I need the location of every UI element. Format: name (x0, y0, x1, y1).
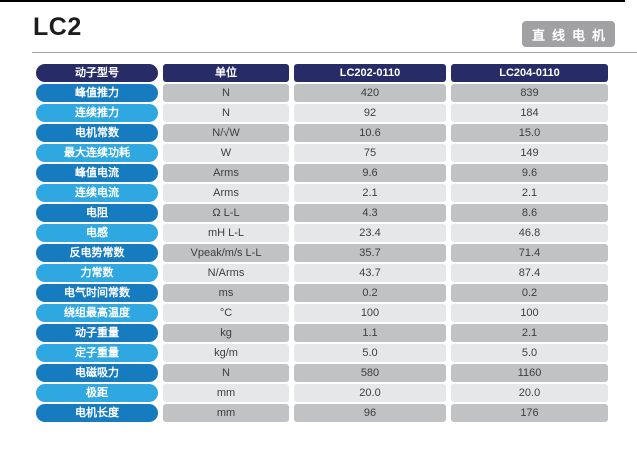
value-cell-lc204: 46.8 (451, 224, 608, 242)
row-label: 电机长度 (36, 404, 158, 422)
value-cell-lc204: 1160 (451, 364, 608, 382)
unit-cell: Ω L-L (163, 204, 289, 222)
column-header-lc204: LC204-0110 (451, 64, 608, 82)
unit-cell: ms (163, 284, 289, 302)
value-cell-lc202: 100 (294, 304, 446, 322)
unit-cell: kg (163, 324, 289, 342)
row-label: 电阻 (36, 204, 158, 222)
value-cell-lc204: 839 (451, 84, 608, 102)
row-label: 定子重量 (36, 344, 158, 362)
row-label: 电感 (36, 224, 158, 242)
value-cell-lc202: 580 (294, 364, 446, 382)
row-label: 电磁吸力 (36, 364, 158, 382)
value-cell-lc202: 10.6 (294, 124, 446, 142)
title-divider (32, 52, 637, 53)
value-cell-lc202: 5.0 (294, 344, 446, 362)
value-cell-lc204: 71.4 (451, 244, 608, 262)
unit-cell: N (163, 364, 289, 382)
value-cell-lc202: 420 (294, 84, 446, 102)
row-label: 力常数 (36, 264, 158, 282)
value-cell-lc202: 92 (294, 104, 446, 122)
top-rule (0, 0, 625, 2)
row-label: 电气时间常数 (36, 284, 158, 302)
column-header-lc202: LC202-0110 (294, 64, 446, 82)
value-cell-lc204: 20.0 (451, 384, 608, 402)
unit-cell: Arms (163, 184, 289, 202)
value-cell-lc202: 1.1 (294, 324, 446, 342)
value-cell-lc204: 8.6 (451, 204, 608, 222)
unit-cell: Vpeak/m/s L-L (163, 244, 289, 262)
row-label: 极距 (36, 384, 158, 402)
unit-cell: W (163, 144, 289, 162)
category-badge: 直线电机 (522, 21, 615, 47)
value-cell-lc204: 5.0 (451, 344, 608, 362)
row-label: 电机常数 (36, 124, 158, 142)
row-label: 动子重量 (36, 324, 158, 342)
value-cell-lc204: 149 (451, 144, 608, 162)
value-cell-lc204: 2.1 (451, 184, 608, 202)
row-label: 峰值电流 (36, 164, 158, 182)
value-cell-lc202: 35.7 (294, 244, 446, 262)
unit-cell: N/√W (163, 124, 289, 142)
row-label: 最大连续功耗 (36, 144, 158, 162)
row-label: 反电势常数 (36, 244, 158, 262)
row-label: 连续推力 (36, 104, 158, 122)
unit-cell: N/Arms (163, 264, 289, 282)
unit-cell: mH L-L (163, 224, 289, 242)
value-cell-lc202: 2.1 (294, 184, 446, 202)
unit-cell: N (163, 84, 289, 102)
unit-cell: N (163, 104, 289, 122)
column-header-unit: 单位 (163, 64, 289, 82)
unit-cell: mm (163, 404, 289, 422)
value-cell-lc202: 9.6 (294, 164, 446, 182)
value-cell-lc204: 87.4 (451, 264, 608, 282)
row-label: 连续电流 (36, 184, 158, 202)
value-cell-lc204: 15.0 (451, 124, 608, 142)
value-cell-lc202: 0.2 (294, 284, 446, 302)
value-cell-lc204: 184 (451, 104, 608, 122)
value-cell-lc204: 0.2 (451, 284, 608, 302)
value-cell-lc202: 96 (294, 404, 446, 422)
spec-table: 动子型号 单位 LC202-0110 LC204-0110 峰值推力 N 420 83… (36, 64, 608, 422)
unit-cell: °C (163, 304, 289, 322)
value-cell-lc202: 43.7 (294, 264, 446, 282)
column-header-model: 动子型号 (36, 64, 158, 82)
value-cell-lc204: 9.6 (451, 164, 608, 182)
unit-cell: kg/m (163, 344, 289, 362)
value-cell-lc202: 23.4 (294, 224, 446, 242)
page-title: LC2 (33, 13, 82, 41)
value-cell-lc202: 4.3 (294, 204, 446, 222)
value-cell-lc204: 100 (451, 304, 608, 322)
value-cell-lc204: 2.1 (451, 324, 608, 342)
value-cell-lc202: 75 (294, 144, 446, 162)
row-label: 峰值推力 (36, 84, 158, 102)
row-label: 绕组最高温度 (36, 304, 158, 322)
value-cell-lc204: 176 (451, 404, 608, 422)
value-cell-lc202: 20.0 (294, 384, 446, 402)
unit-cell: mm (163, 384, 289, 402)
unit-cell: Arms (163, 164, 289, 182)
